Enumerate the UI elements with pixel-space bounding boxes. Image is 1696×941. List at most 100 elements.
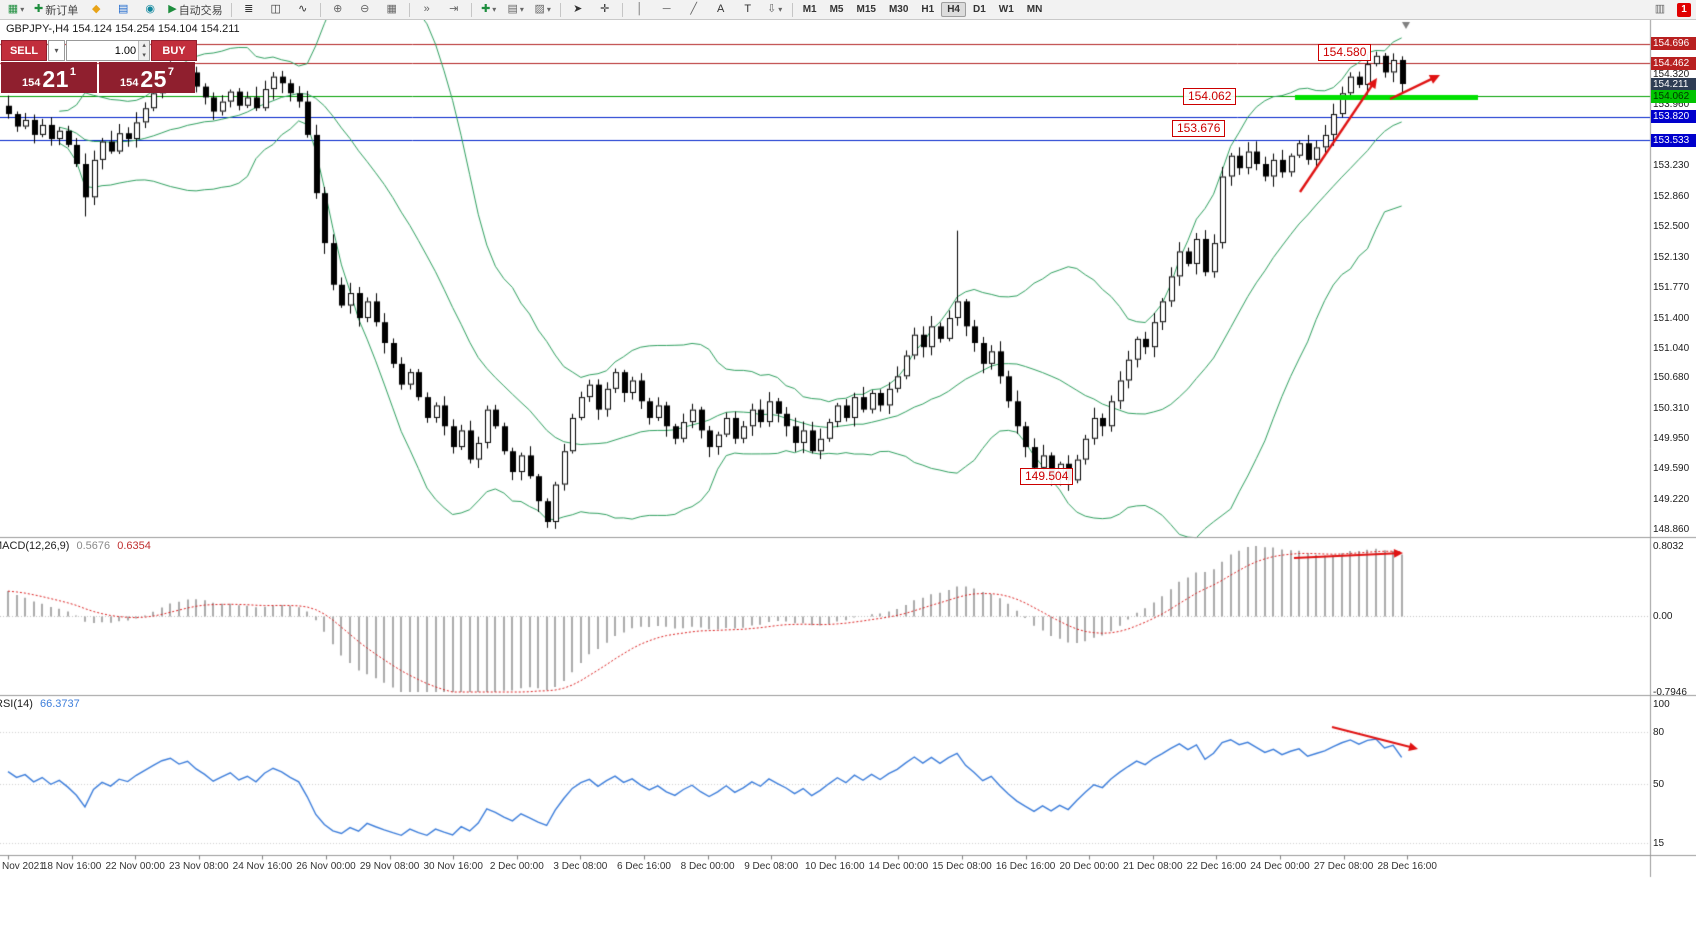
price-callout[interactable]: 149.504 xyxy=(1020,468,1074,485)
time-axis-label: 2 Dec 00:00 xyxy=(489,861,544,872)
timeframe-mn[interactable]: MN xyxy=(1026,4,1043,15)
arrows-tool-icon: ⇩ xyxy=(767,3,777,15)
timeframe-w1[interactable]: W1 xyxy=(998,4,1014,15)
chevron-down-icon: ▾ xyxy=(546,5,551,14)
time-axis-label: 22 Nov 00:00 xyxy=(105,861,165,872)
rsi-axis-label: 100 xyxy=(1653,699,1670,710)
new-order-button[interactable]: ✚ 新订单 xyxy=(30,0,82,19)
timeframe-m30[interactable]: M30 xyxy=(888,4,909,15)
terminal-button[interactable]: ▥ xyxy=(1647,0,1673,19)
volume-field: ▴ ▾ xyxy=(66,40,150,61)
buy-button[interactable]: BUY xyxy=(151,40,197,61)
auto-scroll-button[interactable]: » xyxy=(414,0,440,19)
trendline-button[interactable]: ╱ xyxy=(681,0,707,19)
volume-down-button[interactable]: ▾ xyxy=(139,50,149,60)
macd-main-value: 0.5676 xyxy=(76,540,111,552)
market-watch-icon: ▤ xyxy=(118,3,129,15)
line-chart-icon: ∿ xyxy=(298,3,308,15)
timeframe-m15[interactable]: M15 xyxy=(856,4,876,15)
timeframe-m5[interactable]: M5 xyxy=(829,4,844,15)
rsi-value: 66.3737 xyxy=(39,698,80,710)
time-axis-label: 8 Dec 00:00 xyxy=(680,861,735,872)
crosshair-icon: ✛ xyxy=(600,3,610,15)
ask-pips: 25 xyxy=(140,66,167,92)
time-axis-label: 6 Dec 16:00 xyxy=(617,861,671,872)
price-axis-label: 152.860 xyxy=(1653,190,1690,202)
arrows-tool-button[interactable]: ⇩ ▾ xyxy=(762,0,788,19)
new-chart-button[interactable]: ▦ ▾ xyxy=(3,0,29,19)
candlestick-icon: ◫ xyxy=(270,3,281,15)
ask-price-display[interactable]: 154 25 7 xyxy=(99,62,195,93)
metaeditor-button[interactable]: ◆ xyxy=(83,0,109,19)
tile-windows-button[interactable]: ▦ xyxy=(379,0,405,19)
line-chart-button[interactable]: ∿ xyxy=(290,0,316,19)
bar-chart-icon: ≣ xyxy=(244,3,254,15)
sell-button[interactable]: SELL xyxy=(1,40,47,61)
navigator-button[interactable]: ◉ xyxy=(137,0,163,19)
indicators-icon: ✚ xyxy=(481,3,491,15)
horizontal-line-icon: ─ xyxy=(662,3,671,15)
candlestick-button[interactable]: ◫ xyxy=(263,0,289,19)
cursor-button[interactable]: ➤ xyxy=(565,0,591,19)
bid-price-display[interactable]: 154 21 1 xyxy=(1,62,97,93)
price-axis-label: 152.500 xyxy=(1653,220,1690,232)
bar-chart-button[interactable]: ≣ xyxy=(236,0,262,19)
time-axis-label: 3 Dec 08:00 xyxy=(553,861,608,872)
autotrading-button[interactable]: ▶ 自动交易 xyxy=(164,0,226,19)
timeframe-d1[interactable]: D1 xyxy=(973,4,986,15)
notification-badge[interactable]: 1 xyxy=(1677,2,1691,17)
price-callout[interactable]: 153.676 xyxy=(1172,120,1226,137)
templates-button[interactable]: ▨ ▾ xyxy=(530,0,556,19)
cursor-icon: ➤ xyxy=(573,3,583,15)
toolbar-separator xyxy=(791,2,793,17)
toolbar-right-group: ▥ 1 xyxy=(1647,0,1693,19)
periods-button[interactable]: ▤ ▾ xyxy=(503,0,529,19)
timeframe-h4[interactable]: H4 xyxy=(941,2,966,17)
market-watch-button[interactable]: ▤ xyxy=(110,0,136,19)
terminal-icon: ▥ xyxy=(1654,3,1666,15)
auto-scroll-icon: » xyxy=(423,3,430,15)
time-axis-label: 30 Nov 16:00 xyxy=(423,861,483,872)
chevron-down-icon: ▾ xyxy=(54,46,59,55)
volume-input[interactable] xyxy=(67,41,139,60)
macd-indicator-label: MACD(12,26,9) 0.5676 0.6354 xyxy=(0,540,151,552)
bid-pips: 21 xyxy=(42,66,69,92)
chevron-down-icon: ▾ xyxy=(492,5,497,14)
timeframe-m1[interactable]: M1 xyxy=(802,4,817,15)
text-button[interactable]: A xyxy=(708,0,734,19)
volume-up-button[interactable]: ▴ xyxy=(139,41,149,51)
tile-windows-icon: ▦ xyxy=(386,3,397,15)
autotrading-label: 自动交易 xyxy=(178,4,223,17)
macd-signal-value: 0.6354 xyxy=(117,540,151,552)
order-type-dropdown[interactable]: ▾ xyxy=(48,40,65,61)
toolbar-separator xyxy=(408,2,410,17)
price-axis-label: 151.040 xyxy=(1653,342,1690,354)
time-axis-label: 27 Dec 08:00 xyxy=(1313,861,1374,872)
trade-prices-row: 154 21 1 154 25 7 xyxy=(1,62,197,93)
time-axis-label: 10 Dec 16:00 xyxy=(805,861,865,872)
vertical-line-button[interactable]: │ xyxy=(627,0,653,19)
zoom-in-button[interactable]: ⊕ xyxy=(325,0,351,19)
new-order-icon: ✚ xyxy=(34,3,44,15)
crosshair-button[interactable]: ✛ xyxy=(592,0,618,19)
horizontal-line-button[interactable]: ─ xyxy=(654,0,680,19)
text-label-button[interactable]: T xyxy=(735,0,761,19)
price-axis-label: 154.696 xyxy=(1651,37,1696,51)
price-callout[interactable]: 154.580 xyxy=(1318,44,1372,61)
timeframe-h1[interactable]: H1 xyxy=(921,4,935,15)
zoom-out-button[interactable]: ⊖ xyxy=(352,0,378,19)
indicators-button[interactable]: ✚ ▾ xyxy=(476,0,502,19)
chart-shift-icon: ⇥ xyxy=(449,3,459,15)
bid-figure: 154 xyxy=(21,77,41,89)
price-axis-label: 154.062 xyxy=(1651,89,1696,103)
price-axis-label: 153.960 xyxy=(1653,99,1690,111)
price-callout[interactable]: 154.062 xyxy=(1183,88,1237,105)
price-axis-label: 154.462 xyxy=(1651,56,1696,70)
periods-icon: ▤ xyxy=(507,3,518,15)
time-axis-label: 15 Dec 08:00 xyxy=(932,861,992,872)
time-axis-label: Nov 2021 xyxy=(2,861,45,872)
price-axis-label: 150.680 xyxy=(1653,372,1690,384)
macd-axis-label: 0.00 xyxy=(1653,611,1673,623)
chart-shift-button[interactable]: ⇥ xyxy=(441,0,467,19)
